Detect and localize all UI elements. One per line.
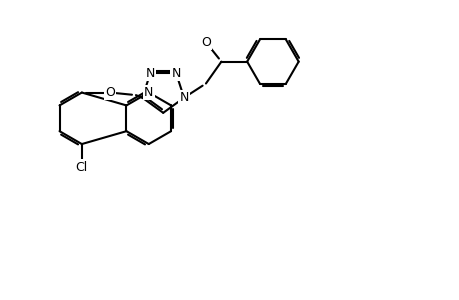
Text: Cl: Cl	[76, 161, 88, 174]
Text: O: O	[201, 36, 210, 49]
Text: N: N	[144, 86, 153, 99]
Text: N: N	[171, 67, 180, 80]
Text: N: N	[179, 91, 188, 104]
Text: N: N	[146, 67, 155, 80]
Text: O: O	[105, 86, 115, 99]
